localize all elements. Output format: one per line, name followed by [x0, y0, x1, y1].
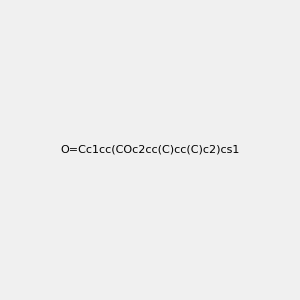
Text: O=Cc1cc(COc2cc(C)cc(C)c2)cs1: O=Cc1cc(COc2cc(C)cc(C)c2)cs1: [60, 145, 240, 155]
